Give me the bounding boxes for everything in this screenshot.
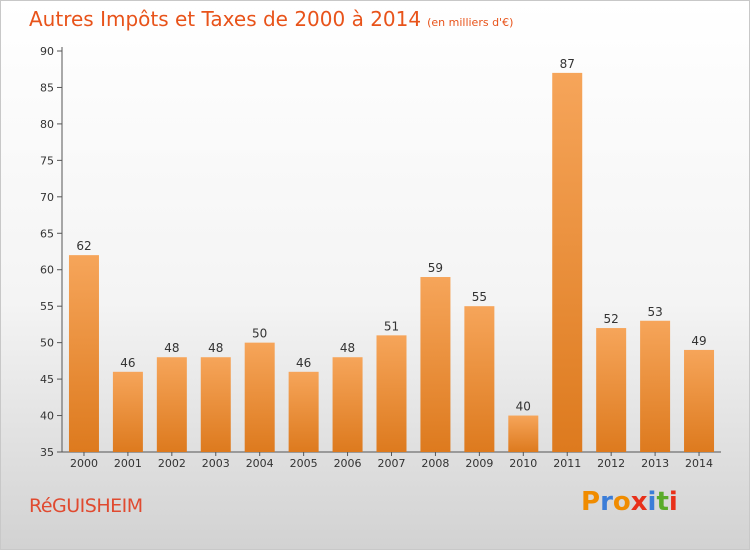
logo-letter: x bbox=[630, 487, 648, 517]
y-tick-label: 50 bbox=[40, 337, 54, 350]
bar bbox=[640, 320, 671, 452]
y-tick-label: 60 bbox=[40, 264, 54, 277]
title-text: Autres Impôts et Taxes de 2000 à 2014 bbox=[29, 7, 422, 31]
data-label: 46 bbox=[120, 356, 135, 370]
data-label: 59 bbox=[428, 261, 443, 275]
y-tick-label: 70 bbox=[40, 191, 54, 204]
chart-title: Autres Impôts et Taxes de 2000 à 2014 (en… bbox=[29, 7, 513, 31]
y-tick-label: 85 bbox=[40, 81, 54, 94]
y-tick-label: 55 bbox=[40, 300, 54, 313]
bar bbox=[596, 328, 627, 452]
y-tick-label: 80 bbox=[40, 118, 54, 131]
data-label: 51 bbox=[384, 319, 399, 333]
x-tick-label: 2014 bbox=[685, 457, 713, 470]
commune-name: RéGUISHEIM bbox=[29, 495, 143, 517]
data-label: 87 bbox=[560, 57, 575, 71]
x-tick-label: 2007 bbox=[378, 457, 406, 470]
logo-letter: o bbox=[612, 487, 631, 517]
bar bbox=[420, 277, 451, 452]
bar bbox=[68, 255, 99, 452]
data-label: 48 bbox=[208, 341, 223, 355]
x-tick-label: 2001 bbox=[114, 457, 142, 470]
bar bbox=[376, 335, 407, 452]
data-label: 53 bbox=[647, 305, 662, 319]
y-tick-label: 40 bbox=[40, 410, 54, 423]
logo-letter: t bbox=[656, 487, 669, 517]
data-label: 40 bbox=[516, 400, 531, 414]
logo-letter: i bbox=[647, 487, 657, 517]
logo-letter: i bbox=[668, 487, 678, 517]
y-tick-label: 75 bbox=[40, 154, 54, 167]
x-tick-label: 2009 bbox=[465, 457, 493, 470]
x-tick-label: 2002 bbox=[158, 457, 186, 470]
data-label: 48 bbox=[164, 341, 179, 355]
logo-letter: r bbox=[600, 487, 613, 517]
data-label: 55 bbox=[472, 290, 487, 304]
bar bbox=[464, 306, 495, 452]
x-tick-label: 2013 bbox=[641, 457, 669, 470]
x-tick-label: 2011 bbox=[553, 457, 581, 470]
data-label: 48 bbox=[340, 341, 355, 355]
y-tick-label: 65 bbox=[40, 227, 54, 240]
proxiti-logo: Proxiti bbox=[581, 487, 678, 517]
x-tick-label: 2012 bbox=[597, 457, 625, 470]
bar bbox=[112, 371, 143, 452]
x-tick-label: 2006 bbox=[334, 457, 362, 470]
bar bbox=[200, 357, 231, 452]
data-label: 62 bbox=[76, 239, 91, 253]
x-tick-label: 2010 bbox=[509, 457, 537, 470]
bar bbox=[684, 349, 715, 452]
y-tick-label: 35 bbox=[40, 446, 54, 459]
y-tick-label: 90 bbox=[40, 45, 54, 58]
x-tick-label: 2004 bbox=[246, 457, 274, 470]
x-tick-label: 2008 bbox=[421, 457, 449, 470]
data-label: 52 bbox=[604, 312, 619, 326]
x-tick-label: 2000 bbox=[70, 457, 98, 470]
bar bbox=[552, 72, 583, 452]
bar bbox=[332, 357, 363, 452]
bar bbox=[288, 371, 319, 452]
y-tick-label: 45 bbox=[40, 373, 54, 386]
bar bbox=[508, 415, 539, 452]
x-tick-label: 2005 bbox=[290, 457, 318, 470]
bar bbox=[244, 342, 275, 452]
logo-letter: P bbox=[581, 487, 601, 517]
data-label: 49 bbox=[691, 334, 706, 348]
data-label: 50 bbox=[252, 327, 267, 341]
chart-subtitle: (en milliers d'€) bbox=[427, 16, 514, 29]
x-tick-label: 2003 bbox=[202, 457, 230, 470]
bar bbox=[156, 357, 187, 452]
data-label: 46 bbox=[296, 356, 311, 370]
